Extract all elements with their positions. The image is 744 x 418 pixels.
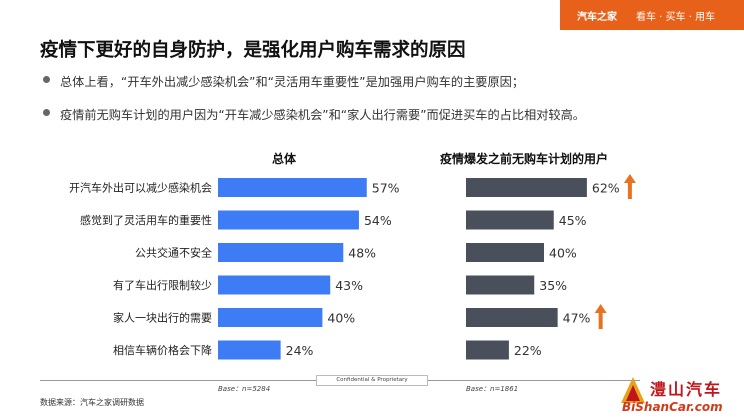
data-label: 54% [364, 213, 392, 228]
bar [466, 340, 509, 360]
bar [466, 308, 558, 327]
data-source: 数据来源：汽车之家调研数据 [40, 398, 144, 407]
confidential-label: Confidential & Proprietary [316, 375, 428, 386]
bullet-text-1: 总体上看，“开车外出减少感染机会”和“灵活用车重要性”是加强用户购车的主要原因； [60, 75, 525, 89]
bullet-dot [43, 109, 50, 116]
data-label: 24% [286, 343, 314, 358]
watermark-logo-icon [621, 377, 645, 403]
bar [218, 340, 281, 360]
bar [466, 243, 544, 262]
category-label: 有了车出行限制较少 [113, 278, 212, 292]
category-label: 感觉到了灵活用车的重要性 [80, 213, 212, 227]
data-label: 45% [559, 213, 587, 228]
bar [466, 210, 554, 230]
up-arrow-icon [623, 174, 636, 199]
bar [218, 275, 331, 295]
bar [466, 178, 587, 197]
data-label: 62% [592, 181, 620, 196]
bullet-point-2: 疫情前无购车计划的用户因为“开车减少感染机会”和“家人出行需要”而促进买车的占比… [43, 105, 585, 123]
bar [218, 210, 359, 230]
bullet-point-1: 总体上看，“开车外出减少感染机会”和“灵活用车重要性”是加强用户购车的主要原因； [43, 72, 525, 90]
watermark-cn: 澧山汽车 [650, 380, 723, 399]
data-label: 57% [372, 181, 400, 196]
data-label: 48% [348, 246, 376, 261]
bar [218, 308, 323, 327]
bar [218, 243, 344, 262]
watermark: 澧山汽车 BiShanCar.com [620, 374, 740, 416]
series-title-no-plan-users: 疫情爆发之前无购车计划的用户 [440, 152, 609, 166]
category-label: 开汽车外出可以减少感染机会 [69, 181, 212, 195]
page-title: 疫情下更好的自身防护，是强化用户购车需求的原因 [40, 40, 466, 61]
bar [218, 178, 367, 197]
data-label: 40% [549, 246, 577, 261]
bullet-dot [43, 76, 50, 83]
category-label: 公共交通不安全 [135, 246, 212, 260]
top-bar-left [0, 0, 560, 30]
data-label: 40% [327, 311, 355, 326]
bar [466, 275, 535, 295]
base-overall: Base：n=5284 [218, 385, 271, 393]
category-label: 家人一块出行的需要 [113, 311, 212, 325]
data-label: 43% [335, 278, 363, 293]
data-label: 47% [563, 311, 591, 326]
brand-name: 汽车之家 [577, 12, 617, 23]
brand-slogan: 看车 · 买车 · 用车 [636, 12, 716, 23]
watermark-en: BiShanCar.com [622, 400, 723, 414]
bullet-text-2: 疫情前无购车计划的用户因为“开车减少感染机会”和“家人出行需要”而促进买车的占比… [60, 108, 585, 122]
data-label: 35% [539, 278, 567, 293]
category-label: 相信车辆价格会下降 [113, 343, 212, 357]
up-arrow-icon [594, 304, 607, 329]
top-bar: 汽车之家 看车 · 买车 · 用车 [0, 0, 744, 30]
series-title-overall: 总体 [272, 152, 297, 166]
base-no-plan-users: Base：n=1861 [466, 385, 519, 393]
top-bar-brand-block [560, 0, 744, 30]
data-label: 22% [514, 343, 542, 358]
